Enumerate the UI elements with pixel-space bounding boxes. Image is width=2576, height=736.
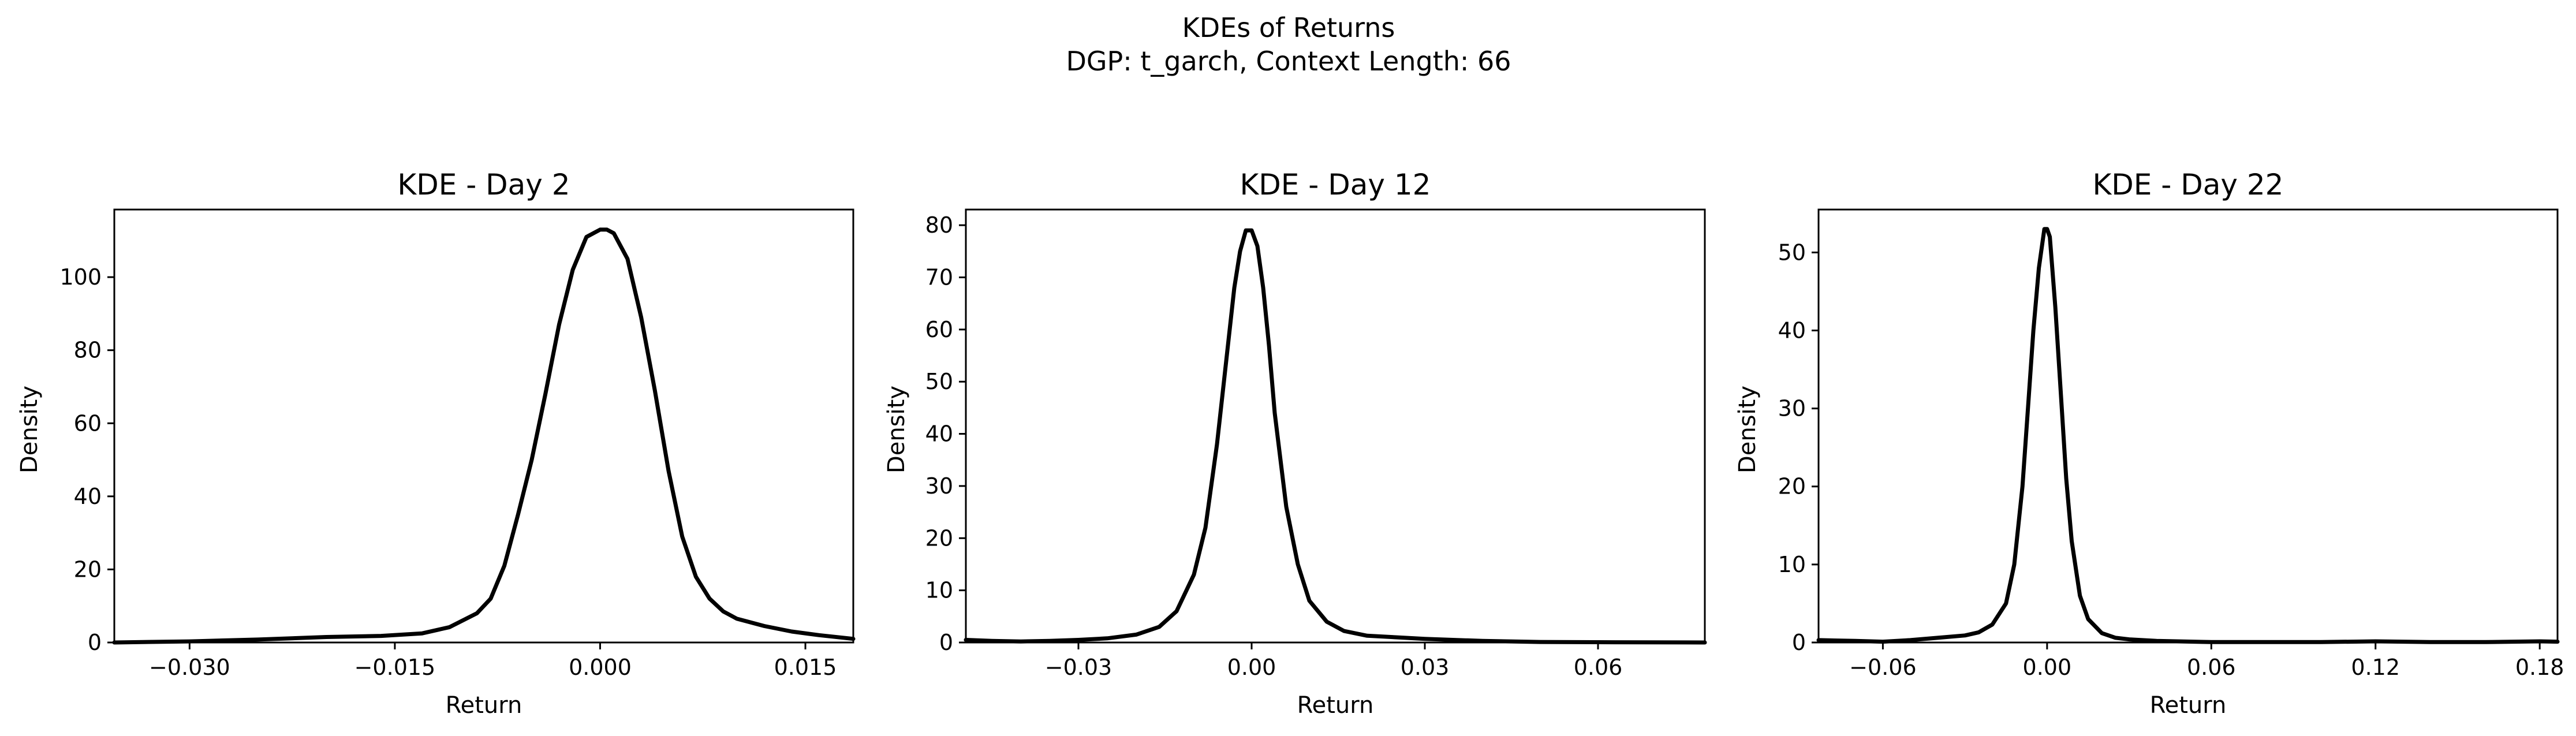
x-tick-label: 0.00: [1227, 655, 1276, 680]
x-tick-label: 0.00: [2023, 655, 2072, 680]
y-tick-label: 80: [74, 338, 102, 363]
y-axis-label: Density: [1734, 386, 1761, 473]
kde-series: [964, 228, 1707, 645]
y-tick-label: 30: [1778, 396, 1806, 421]
x-axis-label: Return: [2150, 692, 2227, 719]
y-tick-label: 0: [1792, 630, 1806, 655]
axes-frame: [1817, 208, 2559, 644]
x-tick-label: 0.015: [774, 655, 837, 680]
x-tick-label: −0.03: [1045, 655, 1112, 680]
x-tick-label: 0.12: [2351, 655, 2400, 680]
y-tick-label: 40: [74, 484, 102, 509]
x-tick-label: −0.030: [149, 655, 230, 680]
y-tick-label: 0: [939, 630, 953, 655]
y-tick-label: 0: [88, 630, 102, 655]
x-tick-label: 0.06: [2187, 655, 2236, 680]
x-tick-label: 0.000: [569, 655, 632, 680]
panel-title: KDE - Day 12: [1240, 168, 1431, 201]
kde-line: [112, 227, 856, 645]
x-tick-label: 0.18: [2515, 655, 2564, 680]
figure-title: KDEs of Returns: [1182, 12, 1395, 43]
y-tick-label: 50: [925, 369, 953, 394]
x-tick-label: −0.015: [354, 655, 436, 680]
kde-panel-day-22: KDE - Day 22 Return Density −0.06 0.00 0.0…: [1734, 168, 2564, 719]
tick-group: −0.030 −0.015 0.000 0.015 0 20 40 60 80 100: [59, 264, 837, 680]
y-tick-label: 50: [1778, 240, 1806, 265]
y-tick-label: 60: [925, 317, 953, 342]
kde-line: [1816, 227, 2560, 644]
y-axis-label: Density: [16, 386, 43, 473]
axes-frame: [965, 208, 1706, 644]
panel-title: KDE - Day 2: [397, 168, 570, 201]
kde-line: [964, 228, 1707, 645]
x-tick-label: 0.06: [1574, 655, 1623, 680]
tick-group: −0.06 0.00 0.06 0.12 0.18 0 10 20 30 40 50: [1778, 240, 2564, 680]
x-axis-label: Return: [446, 692, 522, 719]
x-tick-label: 0.03: [1401, 655, 1450, 680]
panel-title: KDE - Day 22: [2093, 168, 2284, 201]
y-tick-label: 40: [925, 421, 953, 447]
kde-series: [1816, 227, 2560, 644]
y-tick-label: 10: [1778, 552, 1806, 577]
y-tick-label: 100: [59, 264, 102, 290]
axes-frame: [113, 208, 854, 644]
x-axis-label: Return: [1297, 692, 1374, 719]
kde-series: [112, 227, 856, 645]
figure-subtitle: DGP: t_garch, Context Length: 66: [1066, 46, 1511, 77]
y-tick-label: 70: [925, 264, 953, 290]
y-tick-label: 60: [74, 410, 102, 436]
y-tick-label: 20: [1778, 474, 1806, 499]
y-tick-label: 20: [925, 525, 953, 551]
y-tick-label: 80: [925, 212, 953, 238]
x-tick-label: −0.06: [1849, 655, 1916, 680]
kde-panel-day-12: KDE - Day 12 Return Density −0.03 0.00 0.0…: [883, 168, 1707, 719]
kde-panel-day-2: KDE - Day 2 Return Density −0.030 −0.015 0…: [16, 168, 856, 719]
tick-group: −0.03 0.00 0.03 0.06 0 10 20 30 40 50 60 70 80: [925, 212, 1623, 680]
y-axis-label: Density: [883, 386, 910, 473]
y-tick-label: 30: [925, 473, 953, 499]
y-tick-label: 20: [74, 556, 102, 582]
y-tick-label: 40: [1778, 317, 1806, 343]
y-tick-label: 10: [925, 578, 953, 603]
